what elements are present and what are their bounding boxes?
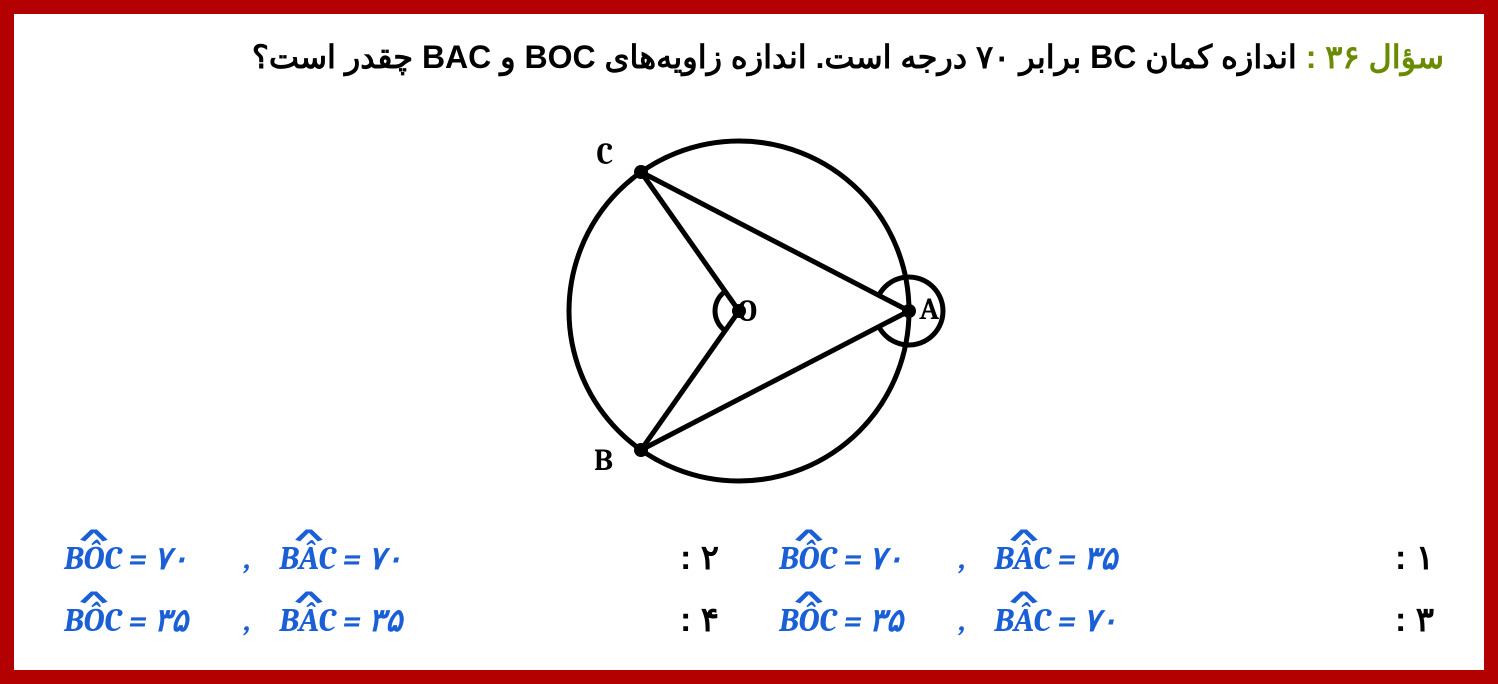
opt2-bac: ۷۰	[368, 540, 402, 577]
diagram-container: O A C B	[54, 83, 1444, 538]
opt4-boc: ۳۵	[154, 602, 188, 639]
question-label: سؤال ۳۶ :	[1306, 39, 1444, 75]
option-4-label: ۴ :	[669, 600, 719, 640]
svg-text:C: C	[596, 137, 613, 172]
svg-text:O: O	[738, 294, 757, 329]
opt4-bac: ۳۵	[368, 602, 402, 639]
opt3-boc: ۳۵	[869, 602, 903, 639]
question-body: اندازه کمان BC برابر ۷۰ درجه است. اندازه…	[252, 39, 1306, 75]
opt1-boc: ۷۰	[869, 540, 903, 577]
option-1-label: ۱ :	[1384, 538, 1434, 578]
option-2[interactable]: BÔC = ۷۰, BÂC = ۷۰	[64, 539, 609, 577]
opt2-boc: ۷۰	[154, 540, 188, 577]
option-4[interactable]: BÔC = ۳۵, BÂC = ۳۵	[64, 601, 609, 639]
option-3[interactable]: BÔC = ۳۵, BÂC = ۷۰	[779, 601, 1324, 639]
geometry-diagram: O A C B	[489, 101, 1009, 521]
option-1[interactable]: BÔC = ۷۰, BÂC = ۳۵	[779, 539, 1324, 577]
opt3-bac: ۷۰	[1083, 602, 1117, 639]
question-text: سؤال ۳۶ : اندازه کمان BC برابر ۷۰ درجه ا…	[54, 32, 1444, 83]
question-frame: سؤال ۳۶ : اندازه کمان BC برابر ۷۰ درجه ا…	[0, 0, 1498, 684]
answer-options: BÔC = ۷۰, BÂC = ۷۰ ۲ : BÔC = ۷۰, BÂC = ۳…	[54, 538, 1444, 650]
opt1-bac: ۳۵	[1083, 540, 1117, 577]
svg-text:A: A	[918, 292, 939, 327]
option-3-label: ۳ :	[1384, 600, 1434, 640]
option-2-label: ۲ :	[669, 538, 719, 578]
svg-text:B: B	[594, 443, 613, 478]
